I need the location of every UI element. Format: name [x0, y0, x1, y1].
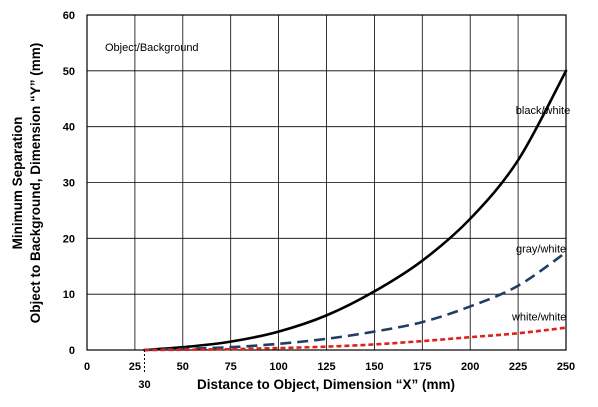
x-tick-label: 125	[317, 361, 335, 373]
x-axis-title: Distance to Object, Dimension “X” (mm)	[197, 377, 455, 392]
grid	[86, 14, 567, 351]
series-lines	[143, 69, 568, 352]
x-tick-label: 75	[225, 361, 237, 373]
x-tick-label: 175	[413, 361, 431, 373]
series-label-gray-white: gray/white	[516, 243, 566, 255]
x-tick-label: 150	[365, 361, 383, 373]
y-axis-title-line1: Minimum Separation	[10, 117, 25, 250]
series-line-white-white	[144, 326, 567, 352]
x-tick-label: 250	[557, 361, 575, 373]
x-tick-label: 225	[509, 361, 527, 373]
x-tick-label: 50	[177, 361, 189, 373]
x-tick-label: 0	[84, 361, 90, 373]
y-tick-label: 0	[69, 345, 75, 357]
x-tick-label: 25	[129, 361, 141, 373]
x-tick-label: 200	[461, 361, 479, 373]
y-tick-label: 30	[63, 178, 75, 190]
y-tick-label: 50	[63, 66, 75, 78]
series-label-black-white: black/white	[516, 105, 570, 117]
y-tick-label: 10	[63, 289, 75, 301]
annotation-object-background: Object/Background	[105, 42, 199, 54]
series-line-black-white	[143, 69, 568, 352]
series-label-white-white: white/white	[511, 311, 566, 323]
y-tick-label: 40	[63, 122, 75, 134]
y-axis-title-line2: Object to Background, Dimension “Y” (mm)	[28, 43, 43, 324]
y-tick-label: 20	[63, 233, 75, 245]
y-tick-label: 60	[63, 10, 75, 22]
tick-labels: 0 25 50 75 100 125 150 175 200 225 250 0 10 20 30 40 50 6…	[63, 10, 575, 373]
x-marker-label: 30	[138, 379, 150, 391]
x-tick-label: 100	[269, 361, 287, 373]
series-line-gray-white	[144, 251, 567, 352]
